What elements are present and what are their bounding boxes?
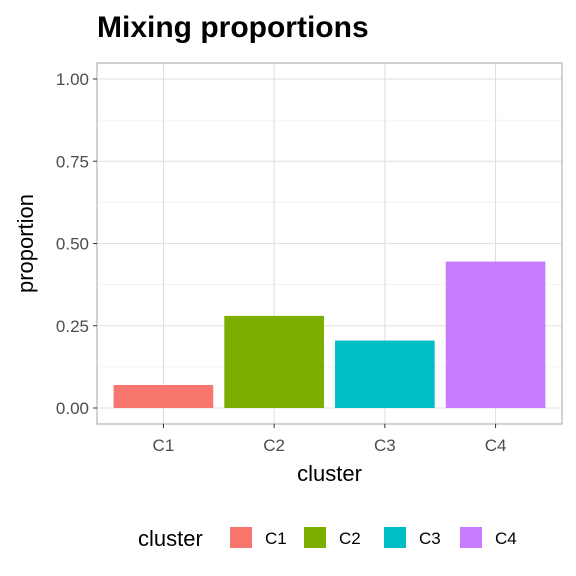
y-tick-label: 1.00	[56, 70, 89, 89]
x-tick-label: C4	[485, 436, 507, 455]
legend-key-c3	[384, 527, 406, 548]
chart-title: Mixing proportions	[97, 11, 369, 44]
bars	[113, 261, 546, 408]
legend-label: C1	[265, 529, 287, 548]
x-axis-title: cluster	[297, 461, 362, 486]
legend-key-c2	[304, 527, 326, 548]
x-tick-label: C1	[153, 436, 175, 455]
x-tick-label: C2	[263, 436, 285, 455]
legend-key-c4	[460, 527, 482, 548]
y-tick-label: 0.25	[56, 317, 89, 336]
legend-label: C4	[495, 529, 517, 548]
bar-c3	[335, 340, 435, 408]
y-tick-label: 0.50	[56, 235, 89, 254]
bar-c2	[224, 315, 324, 408]
bar-c4	[445, 261, 546, 408]
x-tick-label: C3	[374, 436, 396, 455]
legend-key-c1	[230, 527, 252, 548]
legend: cluster C1 C2 C3 C4	[138, 526, 517, 551]
legend-label: C3	[419, 529, 441, 548]
legend-label: C2	[339, 529, 361, 548]
y-tick-label: 0.00	[56, 399, 89, 418]
y-axis-title: proportion	[13, 194, 38, 293]
legend-title: cluster	[138, 526, 203, 551]
x-axis: C1 C2 C3 C4	[153, 424, 507, 455]
y-axis: 0.00 0.25 0.50 0.75 1.00	[56, 70, 97, 418]
bar-c1	[113, 384, 214, 408]
y-tick-label: 0.75	[56, 152, 89, 171]
